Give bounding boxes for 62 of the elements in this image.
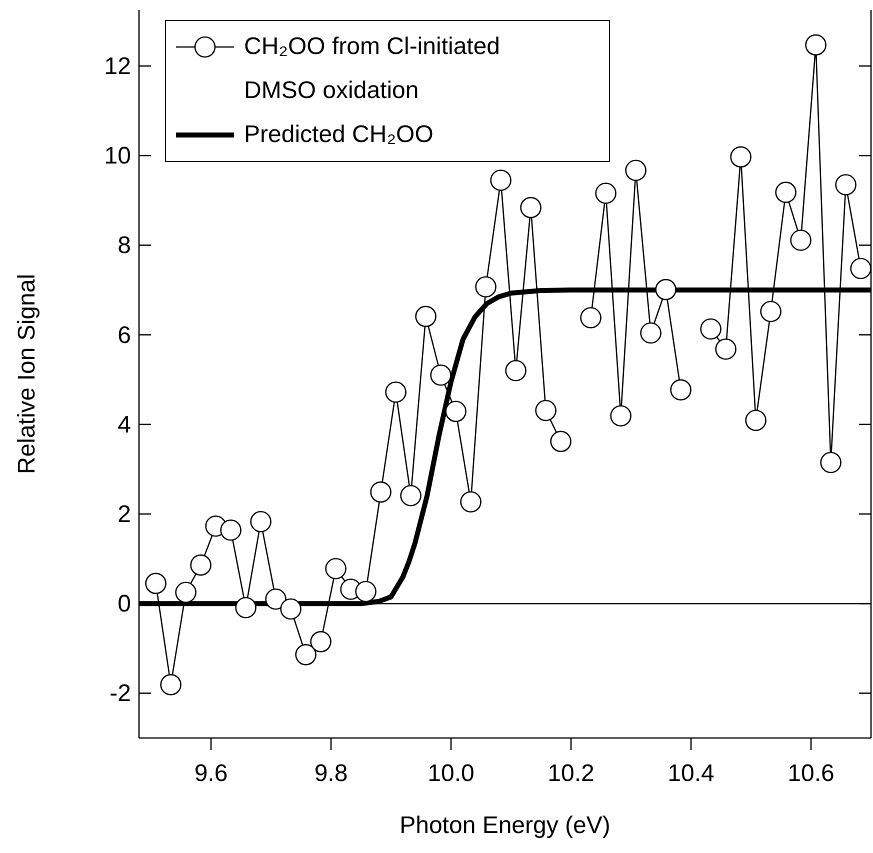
point [250, 510, 272, 532]
point [145, 572, 166, 594]
point [670, 379, 692, 401]
y-tick-label: 10 [104, 142, 131, 170]
point [490, 170, 512, 191]
x-tick-label: 10.4 [668, 760, 714, 788]
point [280, 598, 302, 620]
y-axis-title: Relative Ion Signal [14, 274, 41, 474]
point [730, 146, 752, 168]
y-tick-label: 0 [118, 590, 131, 618]
x-axis-title: Photon Energy (eV) [400, 812, 610, 839]
point [475, 276, 496, 298]
point [325, 558, 346, 580]
point [445, 400, 466, 422]
point [790, 230, 812, 251]
point [190, 554, 212, 576]
point [220, 519, 242, 541]
point [460, 491, 482, 513]
point [520, 196, 542, 218]
legend-label: CH₂OO from Cl-initiated DMSO oxidation [244, 32, 502, 106]
point [430, 364, 452, 386]
y-tick-label: 12 [104, 53, 131, 80]
point [745, 410, 766, 432]
point [295, 644, 316, 666]
x-tick-label: 10.6 [788, 760, 834, 788]
point [610, 405, 632, 427]
x-tick-label: 10.2 [548, 760, 594, 788]
point [160, 674, 182, 696]
point [655, 278, 676, 300]
x-tick-label: 9.8 [314, 760, 348, 788]
point [175, 582, 196, 604]
point [235, 596, 256, 618]
point [775, 182, 796, 203]
point [265, 588, 286, 610]
point [700, 318, 722, 340]
point [310, 631, 332, 652]
point [385, 381, 406, 403]
point [640, 322, 662, 344]
x-tick-label: 10.0 [428, 760, 474, 788]
point [715, 338, 736, 360]
x-tick-label: 9.6 [194, 760, 228, 788]
point [355, 580, 376, 602]
legend-label: Predicted CH₂OO [244, 120, 434, 150]
point [370, 481, 392, 503]
y-tick-label: 4 [118, 411, 131, 438]
point [415, 306, 436, 328]
point [580, 307, 602, 328]
y-tick-label: -2 [110, 680, 131, 708]
point [400, 484, 422, 506]
point [550, 430, 572, 452]
y-tick-label: 2 [118, 501, 131, 528]
y-tick-label: 6 [118, 322, 131, 349]
point [850, 258, 871, 280]
point [835, 174, 856, 196]
point [625, 160, 646, 182]
point [820, 452, 842, 474]
point [505, 360, 526, 382]
point [595, 182, 616, 204]
point [760, 300, 782, 322]
point [805, 34, 826, 56]
y-tick-label: 8 [118, 232, 131, 260]
point [535, 400, 556, 422]
